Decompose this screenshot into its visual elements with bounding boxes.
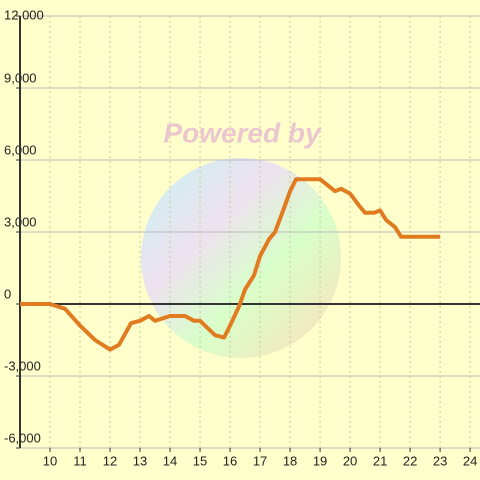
x-tick-label: 20 xyxy=(343,453,357,468)
watermark-logo xyxy=(141,158,341,358)
x-tick-label: 17 xyxy=(253,453,267,468)
y-tick-label: -6,000 xyxy=(4,430,41,445)
series-line xyxy=(20,177,441,352)
x-tick-label: 23 xyxy=(433,453,447,468)
x-tick-label: 24 xyxy=(463,453,477,468)
x-tick-label: 10 xyxy=(43,453,57,468)
x-tick-label: 21 xyxy=(373,453,387,468)
plot: -6,000-3,00003,0006,0009,00012,000101112… xyxy=(4,7,480,468)
y-tick-label: -3,000 xyxy=(4,358,41,373)
watermark-text: Powered by xyxy=(163,117,322,148)
y-tick-label: 12,000 xyxy=(4,7,44,22)
x-tick-label: 14 xyxy=(163,453,177,468)
x-tick-label: 12 xyxy=(103,453,117,468)
x-tick-label: 22 xyxy=(403,453,417,468)
y-tick-label: 0 xyxy=(4,286,11,301)
x-tick-label: 18 xyxy=(283,453,297,468)
x-tick-label: 13 xyxy=(133,453,147,468)
x-tick-label: 11 xyxy=(73,453,87,468)
x-tick-label: 15 xyxy=(193,453,207,468)
x-tick-label: 19 xyxy=(313,453,327,468)
x-tick-label: 16 xyxy=(223,453,237,468)
